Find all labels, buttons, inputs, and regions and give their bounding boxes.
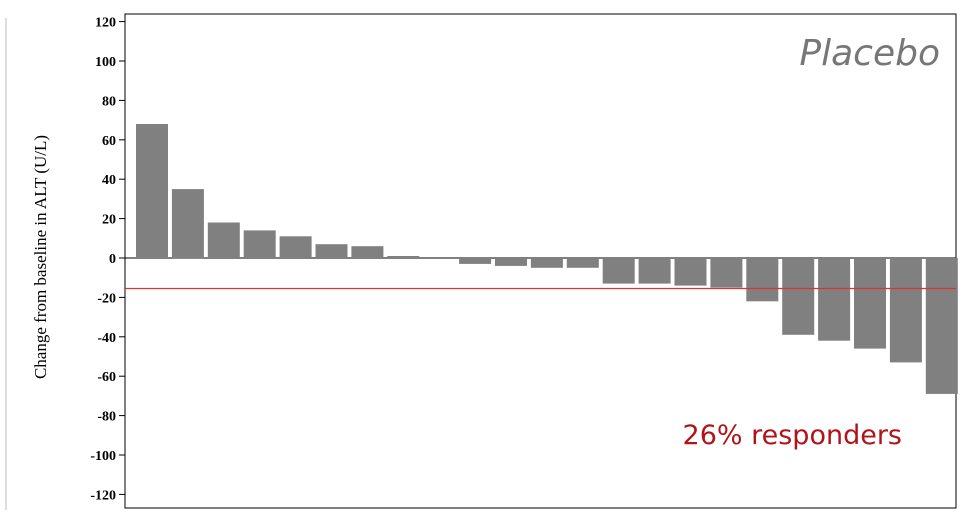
chart-title: Placebo	[799, 33, 940, 74]
bar	[889, 258, 922, 363]
y-tick-label: 80	[102, 94, 116, 109]
bar	[710, 258, 743, 288]
y-tick-label: -120	[90, 488, 116, 503]
y-tick-label: 120	[95, 16, 116, 31]
bar	[854, 258, 886, 349]
bar	[243, 230, 276, 258]
y-ticks: 120 100 80 60 40 20 0 -20 -40 -60 -80 -100 -120	[90, 16, 125, 503]
bar	[566, 258, 599, 268]
y-tick-label: 20	[102, 213, 116, 228]
bar	[315, 244, 348, 258]
responders-annotation: 26% responders	[683, 420, 902, 451]
y-tick-label: -20	[97, 291, 116, 306]
bar	[818, 258, 851, 341]
y-tick-label: -40	[97, 331, 116, 346]
bar	[136, 124, 168, 258]
y-tick-label: 60	[102, 134, 116, 149]
bar	[638, 258, 671, 284]
y-tick-label: 40	[102, 173, 116, 188]
bar	[674, 258, 707, 286]
y-tick-label: -60	[97, 370, 116, 385]
y-tick-label: 0	[109, 252, 116, 267]
bar	[279, 236, 312, 258]
bar	[171, 189, 204, 259]
bar	[459, 258, 492, 264]
bar	[782, 258, 815, 335]
bar	[602, 258, 635, 284]
bar	[387, 256, 420, 258]
bars	[136, 124, 958, 394]
y-tick-label: -100	[90, 449, 116, 464]
bar	[925, 258, 958, 394]
y-axis-label: Change from baseline in ALT (U/L)	[31, 135, 50, 379]
bar	[207, 222, 240, 258]
bar	[351, 246, 384, 258]
bar	[495, 258, 527, 266]
bar	[530, 258, 563, 268]
y-tick-label: -80	[97, 410, 116, 425]
bar	[746, 258, 779, 302]
y-tick-label: 100	[95, 55, 116, 70]
